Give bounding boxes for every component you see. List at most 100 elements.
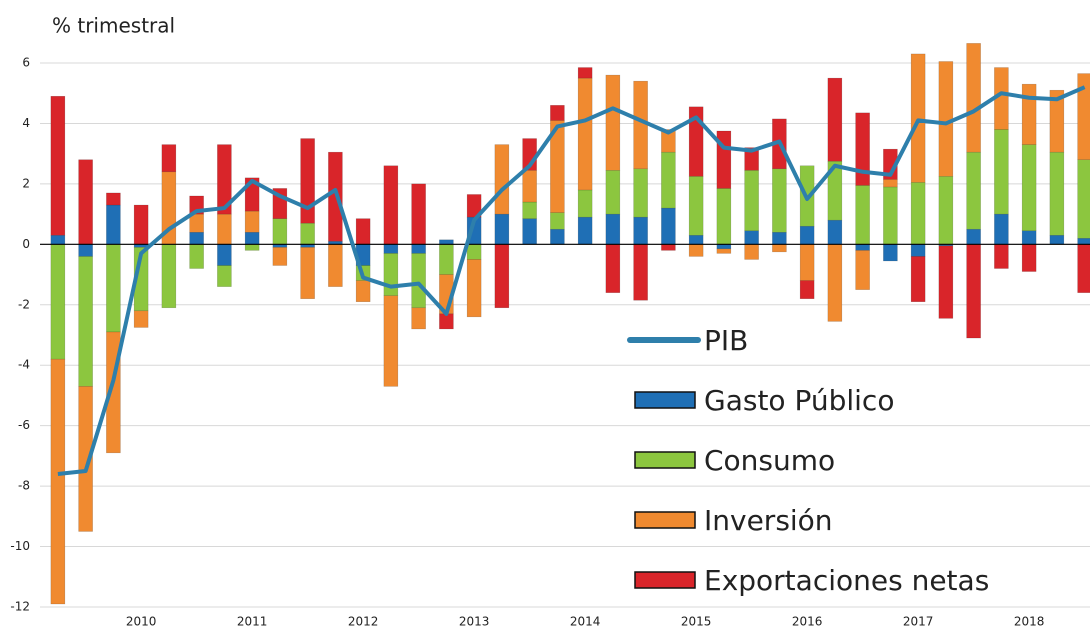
bar-segment	[494, 213, 510, 245]
x-tick-label: 2012	[348, 615, 379, 629]
bar-segment	[411, 244, 426, 254]
bar-segment	[78, 256, 93, 387]
bar-segment	[217, 265, 232, 287]
bar-segment	[910, 244, 926, 257]
legend-label: Exportaciones netas	[704, 564, 989, 597]
bar-segment	[855, 185, 870, 245]
bar-segment	[910, 53, 926, 183]
x-tick-label: 2010	[126, 615, 157, 629]
bar-segment	[106, 192, 121, 206]
legend-label: Inversión	[704, 504, 833, 537]
bar-segment	[217, 213, 232, 245]
bar-segment	[550, 228, 565, 245]
bar-segment	[855, 112, 870, 186]
bar-segment	[994, 213, 1009, 245]
bar-segment	[189, 231, 204, 245]
bar-segment	[772, 231, 787, 245]
bar-segment	[633, 80, 648, 170]
bar-segment	[688, 235, 704, 245]
legend-swatch	[634, 451, 696, 469]
bar-segment	[855, 244, 870, 251]
y-tick-label: -2	[18, 297, 30, 311]
bar-segment	[938, 61, 954, 177]
bar-segment	[1077, 244, 1090, 293]
chart-title: % trimestral	[52, 14, 175, 38]
bar-segment	[827, 77, 843, 162]
bar-segment	[1049, 235, 1065, 245]
y-tick-label: 2	[22, 176, 30, 190]
bar-segment	[994, 244, 1009, 269]
bar-segment	[688, 176, 704, 236]
bar-segment	[883, 186, 898, 245]
bar-segment	[300, 222, 315, 245]
y-tick-label: -8	[18, 479, 30, 493]
bar-segment	[522, 170, 537, 203]
bar-segment	[1021, 144, 1037, 231]
bar-segment	[244, 231, 260, 245]
bar-segment	[827, 219, 843, 245]
bar-segment	[799, 225, 815, 245]
bar-segment	[633, 216, 648, 245]
bar-segment	[411, 307, 426, 330]
y-tick-label: 4	[22, 116, 30, 130]
bar-segment	[1077, 238, 1090, 245]
x-tick-label: 2014	[570, 615, 601, 629]
y-tick-label: -10	[10, 539, 30, 553]
bar-segment	[744, 147, 759, 171]
y-tick-label: 0	[22, 237, 30, 251]
bar-segment	[799, 280, 815, 299]
bar-segment	[217, 244, 232, 266]
bar-segment	[494, 244, 510, 309]
bar-segment	[244, 210, 260, 233]
legend-swatch	[634, 391, 696, 409]
bar-segment	[300, 247, 315, 299]
bar-segment	[50, 235, 66, 245]
bar-segment	[383, 165, 399, 245]
bar-segment	[466, 259, 482, 318]
bar-segment	[189, 244, 204, 269]
bar-segment	[50, 244, 66, 360]
bar-segment	[966, 244, 981, 339]
y-tick-label: -12	[10, 600, 30, 614]
bar-segment	[1077, 159, 1090, 239]
bar-segment	[133, 310, 149, 328]
bar-segment	[577, 216, 593, 245]
bar-segment	[883, 179, 898, 188]
bar-segment	[688, 244, 704, 257]
bar-segment	[1021, 230, 1037, 245]
bar-segment	[494, 144, 510, 215]
bar-segment	[744, 230, 759, 245]
bar-segment	[605, 170, 621, 215]
bar-segment	[383, 244, 399, 254]
bar-segment	[744, 244, 759, 260]
bar-segment	[577, 67, 593, 79]
bar-segment	[78, 244, 93, 257]
bar-segment	[883, 244, 898, 262]
bar-segment	[688, 106, 704, 177]
bar-segment	[328, 244, 343, 287]
bar-segment	[133, 204, 149, 245]
bar-segment	[244, 244, 260, 251]
x-tick-label: 2013	[459, 615, 490, 629]
y-tick-label: -4	[18, 358, 30, 372]
bar-segment	[744, 170, 759, 231]
bar-segment	[522, 218, 537, 245]
bar-segment	[328, 151, 343, 242]
bar-segment	[938, 176, 954, 245]
x-tick-label: 2011	[237, 615, 268, 629]
bar-segment	[827, 244, 843, 322]
bar-segment	[439, 313, 454, 330]
bar-segment	[466, 194, 482, 218]
bar-segment	[716, 248, 732, 254]
bar-segment	[50, 358, 66, 605]
bar-segment	[411, 183, 426, 245]
bar-segment	[272, 218, 288, 245]
bar-segment	[189, 213, 204, 233]
bar-segment	[161, 244, 177, 309]
bar-segment	[1021, 83, 1037, 145]
bar-segment	[78, 386, 93, 532]
bar-segment	[605, 74, 621, 171]
bar-segment	[355, 280, 371, 303]
bar-segment	[50, 95, 66, 236]
